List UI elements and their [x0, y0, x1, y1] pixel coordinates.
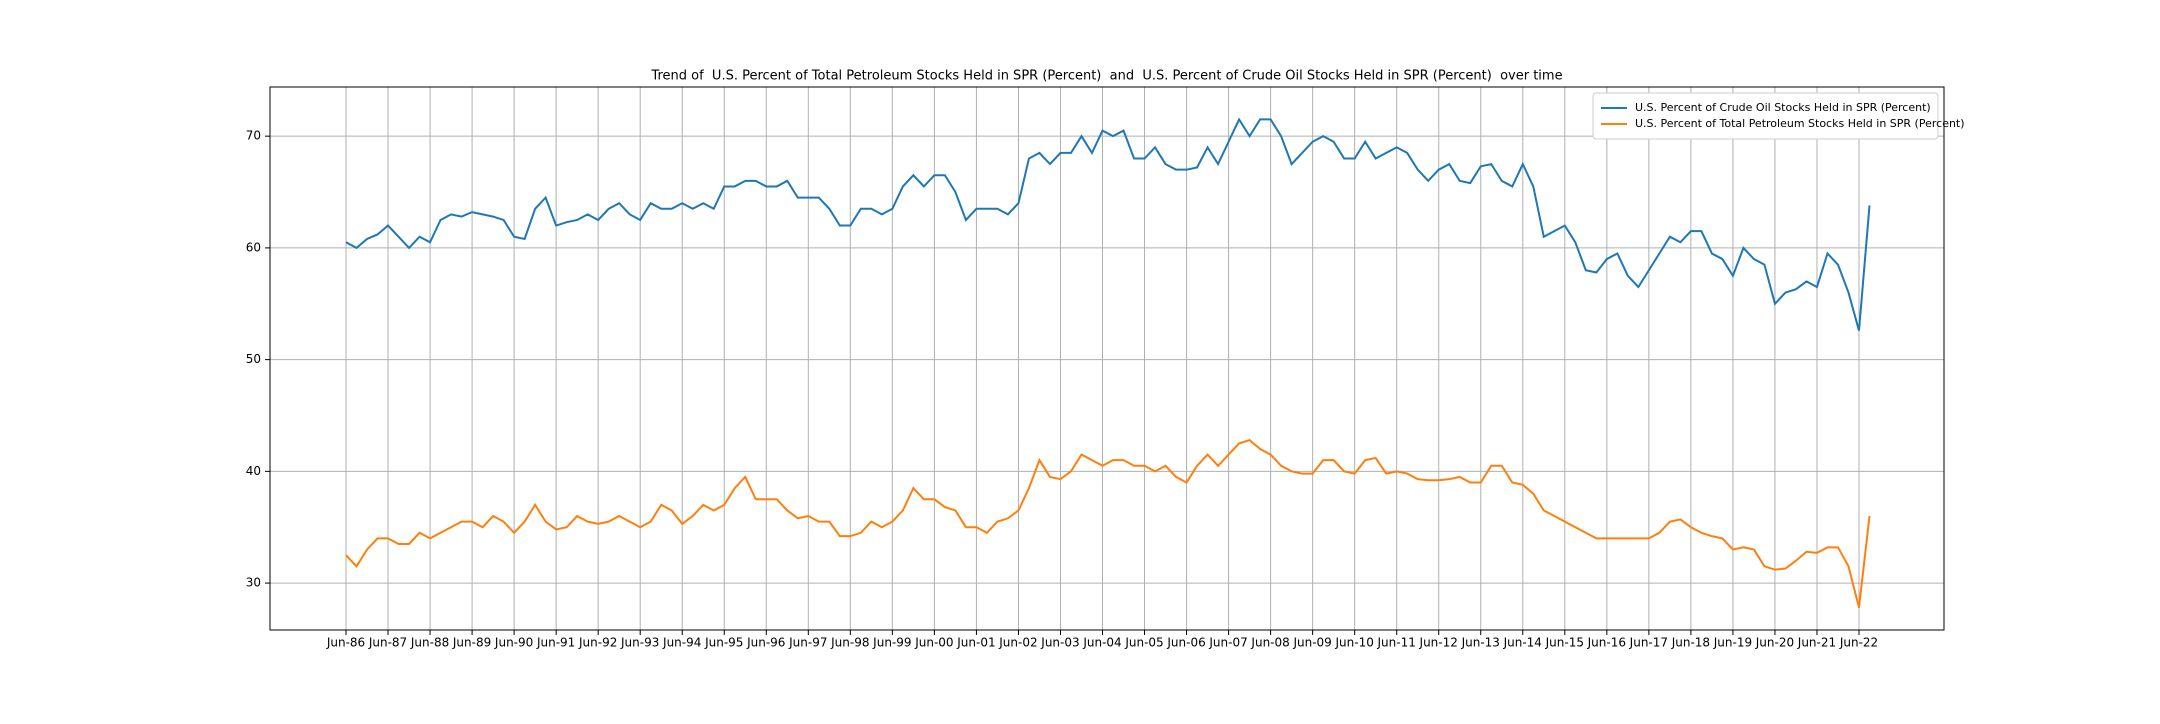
x-tick-label: Jun-13 — [1461, 636, 1500, 650]
x-tick-label: Jun-17 — [1629, 636, 1668, 650]
x-tick-label: Jun-90 — [494, 636, 533, 650]
y-tick-label: 60 — [246, 240, 261, 254]
x-tick-label: Jun-15 — [1545, 636, 1584, 650]
x-tick-label: Jun-22 — [1839, 636, 1878, 650]
x-tick-label: Jun-00 — [914, 636, 953, 650]
series-line — [345, 117, 1871, 331]
x-tick-label: Jun-98 — [830, 636, 869, 650]
x-tick-label: Jun-05 — [1124, 636, 1163, 650]
x-tick-label: Jun-19 — [1713, 636, 1752, 650]
x-tick-label: Jun-96 — [746, 636, 785, 650]
x-tick-label: Jun-04 — [1082, 636, 1121, 650]
x-tick-label: Jun-07 — [1208, 636, 1247, 650]
plot-frame — [269, 86, 1945, 631]
x-tick-label: Jun-14 — [1503, 636, 1542, 650]
x-tick-label: Jun-08 — [1250, 636, 1289, 650]
legend-box — [1592, 92, 1939, 140]
legend-label: U.S. Percent of Total Petroleum Stocks H… — [1635, 117, 1965, 130]
x-tick-label: Jun-20 — [1755, 636, 1794, 650]
x-tick-label: Jun-21 — [1797, 636, 1836, 650]
x-tick-label: Jun-99 — [872, 636, 911, 650]
x-tick-label: Jun-97 — [788, 636, 827, 650]
y-tick-label: 70 — [246, 129, 261, 143]
x-tick-label: Jun-18 — [1671, 636, 1710, 650]
y-tick-label: 50 — [246, 352, 261, 366]
x-tick-label: Jun-10 — [1334, 636, 1373, 650]
x-tick-label: Jun-16 — [1587, 636, 1626, 650]
x-tick-label: Jun-01 — [956, 636, 995, 650]
x-tick-label: Jun-06 — [1166, 636, 1205, 650]
x-tick-label: Jun-02 — [998, 636, 1037, 650]
x-tick-label: Jun-87 — [368, 636, 407, 650]
x-tick-label: Jun-92 — [578, 636, 617, 650]
x-tick-label: Jun-86 — [326, 636, 365, 650]
x-tick-label: Jun-88 — [410, 636, 449, 650]
chart-title: Trend of U.S. Percent of Total Petroleum… — [650, 69, 1562, 84]
x-tick-label: Jun-03 — [1040, 636, 1079, 650]
x-tick-label: Jun-93 — [620, 636, 659, 650]
legend-label: U.S. Percent of Crude Oil Stocks Held in… — [1635, 101, 1931, 114]
y-tick-label: 40 — [246, 464, 261, 478]
x-tick-label: Jun-89 — [452, 636, 491, 650]
x-tick-label: Jun-91 — [536, 636, 575, 650]
x-tick-label: Jun-94 — [662, 636, 701, 650]
series-line — [345, 438, 1871, 608]
x-tick-label: Jun-12 — [1419, 636, 1458, 650]
y-tick-label: 30 — [246, 576, 261, 590]
x-tick-label: Jun-11 — [1377, 636, 1416, 650]
x-tick-label: Jun-09 — [1292, 636, 1331, 650]
x-tick-label: Jun-95 — [704, 636, 743, 650]
